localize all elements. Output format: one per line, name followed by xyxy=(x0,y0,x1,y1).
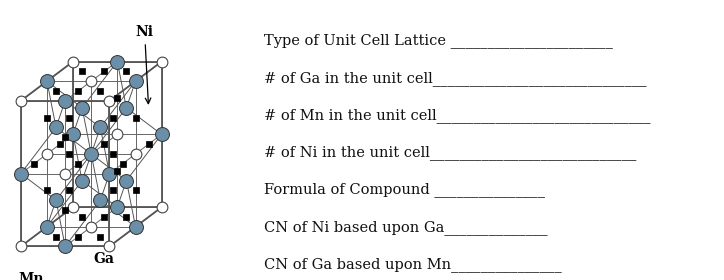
Text: Ni: Ni xyxy=(135,25,153,104)
Point xyxy=(156,205,167,209)
Point xyxy=(59,135,71,139)
Point xyxy=(41,188,53,193)
Point xyxy=(104,171,115,176)
Point xyxy=(111,205,123,209)
Point xyxy=(59,244,71,249)
Point xyxy=(95,125,106,130)
Point xyxy=(50,234,62,239)
Point xyxy=(59,99,71,103)
Text: # of Mn in the unit cell_____________________________: # of Mn in the unit cell________________… xyxy=(264,108,651,123)
Point xyxy=(121,178,132,183)
Point xyxy=(85,152,97,156)
Point xyxy=(76,215,88,219)
Text: Mn: Mn xyxy=(19,272,44,280)
Point xyxy=(67,132,79,137)
Point xyxy=(41,225,53,229)
Point xyxy=(15,171,27,176)
Point xyxy=(15,244,27,249)
Point xyxy=(156,59,167,64)
Point xyxy=(41,152,53,156)
Point xyxy=(130,79,141,83)
Point xyxy=(104,99,115,103)
Point xyxy=(67,205,79,209)
Point xyxy=(156,132,167,137)
Point xyxy=(50,198,62,202)
Point xyxy=(59,208,71,212)
Point xyxy=(98,215,110,219)
Point xyxy=(59,171,71,176)
Point xyxy=(50,125,62,130)
Point xyxy=(121,106,132,110)
Point xyxy=(130,225,141,229)
Point xyxy=(95,89,106,93)
Point xyxy=(85,79,97,83)
Text: Ga: Ga xyxy=(93,252,115,266)
Point xyxy=(121,215,132,219)
Text: CN of Ga based upon Mn_______________: CN of Ga based upon Mn_______________ xyxy=(264,257,562,272)
Point xyxy=(111,132,123,137)
Point xyxy=(72,234,84,239)
Point xyxy=(85,225,97,229)
Point xyxy=(41,115,53,120)
Point xyxy=(28,162,40,166)
Point xyxy=(108,152,119,156)
Point xyxy=(117,162,128,166)
Point xyxy=(98,69,110,74)
Point xyxy=(95,234,106,239)
Point xyxy=(111,96,123,100)
Point xyxy=(121,69,132,74)
Point xyxy=(111,169,123,173)
Point xyxy=(72,162,84,166)
Point xyxy=(111,59,123,64)
Point xyxy=(130,152,141,156)
Point xyxy=(95,198,106,202)
Point xyxy=(104,244,115,249)
Point xyxy=(143,142,154,146)
Text: Type of Unit Cell Lattice ______________________: Type of Unit Cell Lattice ______________… xyxy=(264,34,613,48)
Point xyxy=(76,178,88,183)
Text: CN of Ni based upon Ga______________: CN of Ni based upon Ga______________ xyxy=(264,220,548,235)
Text: # of Ga in the unit cell_____________________________: # of Ga in the unit cell________________… xyxy=(264,71,647,86)
Point xyxy=(76,69,88,74)
Text: Formula of Compound _______________: Formula of Compound _______________ xyxy=(264,183,545,197)
Point xyxy=(63,188,75,193)
Point xyxy=(108,188,119,193)
Point xyxy=(15,99,27,103)
Point xyxy=(130,115,141,120)
Point xyxy=(50,89,62,93)
Point xyxy=(98,142,110,146)
Point xyxy=(63,115,75,120)
Point xyxy=(108,115,119,120)
Point xyxy=(67,59,79,64)
Point xyxy=(130,188,141,193)
Point xyxy=(41,79,53,83)
Point xyxy=(76,106,88,110)
Point xyxy=(63,152,75,156)
Point xyxy=(54,142,66,146)
Point xyxy=(72,89,84,93)
Text: # of Ni in the unit cell____________________________: # of Ni in the unit cell________________… xyxy=(264,145,636,160)
